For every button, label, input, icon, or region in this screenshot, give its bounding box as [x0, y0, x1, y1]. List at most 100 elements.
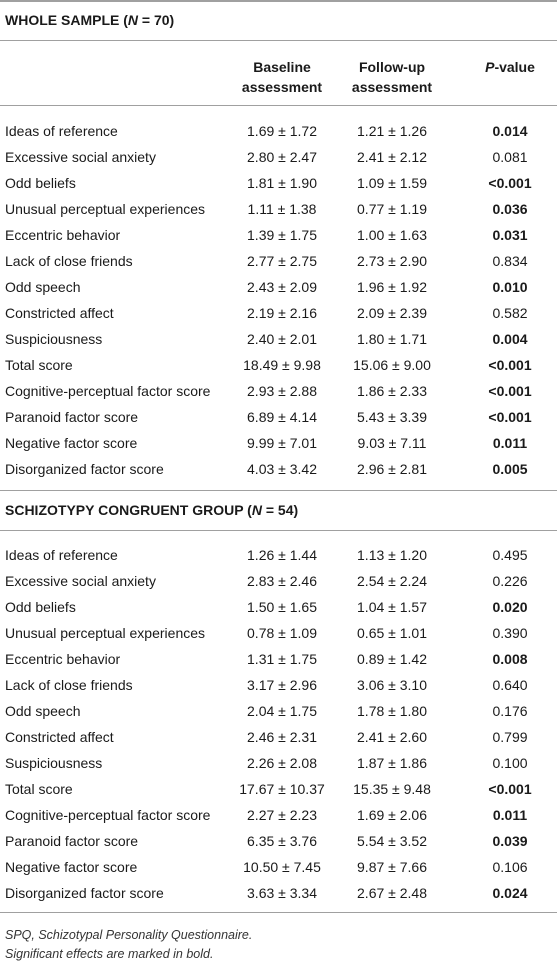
- row-label: Disorganized factor score: [5, 461, 164, 477]
- followup-cell: 1.04 ± 1.57: [357, 599, 427, 615]
- p-value-cell: 0.011: [492, 807, 528, 823]
- header-text: SCHIZOTYPY CONGRUENT GROUP (: [5, 502, 252, 518]
- baseline-cell: 2.27 ± 2.23: [247, 807, 317, 823]
- baseline-cell: 1.69 ± 1.72: [247, 123, 317, 139]
- followup-cell: 5.54 ± 3.52: [357, 833, 427, 849]
- row-label: Negative factor score: [5, 435, 138, 451]
- baseline-cell: 1.39 ± 1.75: [247, 227, 317, 243]
- column-header: assessment: [241, 79, 323, 95]
- baseline-cell: 2.83 ± 2.46: [247, 573, 317, 589]
- row-label: Odd speech: [5, 703, 81, 719]
- p-value-cell: 0.008: [492, 651, 528, 667]
- baseline-cell: 2.80 ± 2.47: [247, 149, 317, 165]
- p-value-cell: 0.582: [492, 305, 528, 321]
- p-value-cell: 0.176: [492, 703, 528, 719]
- baseline-cell: 1.81 ± 1.90: [247, 175, 317, 191]
- p-value-cell: 0.020: [492, 599, 528, 615]
- baseline-cell: 6.35 ± 3.76: [247, 833, 317, 849]
- p-value-cell: 0.031: [492, 227, 528, 243]
- p-value-cell: <0.001: [488, 383, 532, 399]
- row-label: Unusual perceptual experiences: [5, 201, 206, 217]
- p-value-cell: 0.005: [492, 461, 528, 477]
- p-value-cell: <0.001: [488, 175, 532, 191]
- column-header: Baseline: [253, 59, 311, 75]
- row-label: Constricted affect: [5, 729, 114, 745]
- p-value-cell: 0.640: [492, 677, 528, 693]
- row-label: Negative factor score: [5, 859, 138, 875]
- baseline-cell: 1.31 ± 1.75: [247, 651, 317, 667]
- header-italic: N: [127, 12, 139, 28]
- row-label: Ideas of reference: [5, 123, 118, 139]
- baseline-cell: 0.78 ± 1.09: [247, 625, 317, 641]
- baseline-cell: 2.43 ± 2.09: [247, 279, 317, 295]
- baseline-cell: 3.17 ± 2.96: [247, 677, 317, 693]
- section-header: WHOLE SAMPLE (N = 70): [5, 11, 174, 29]
- header-italic: P: [485, 59, 495, 75]
- baseline-cell: 2.26 ± 2.08: [247, 755, 317, 771]
- followup-cell: 1.13 ± 1.20: [357, 547, 427, 563]
- row-label: Unusual perceptual experiences: [5, 625, 206, 641]
- p-value-cell: 0.036: [492, 201, 528, 217]
- row-label: Total score: [5, 357, 73, 373]
- followup-cell: 2.67 ± 2.48: [357, 885, 427, 901]
- followup-cell: 1.87 ± 1.86: [357, 755, 427, 771]
- p-value-cell: 0.495: [492, 547, 528, 563]
- followup-cell: 9.03 ± 7.11: [357, 435, 427, 451]
- p-value-cell: <0.001: [488, 781, 532, 797]
- section-header: SCHIZOTYPY CONGRUENT GROUP (N = 54): [5, 501, 298, 519]
- column-header: P-value: [485, 58, 535, 76]
- row-label: Cognitive-perceptual factor score: [5, 383, 211, 399]
- baseline-cell: 6.89 ± 4.14: [247, 409, 317, 425]
- p-value-cell: 0.014: [492, 123, 528, 139]
- followup-cell: 15.35 ± 9.48: [353, 781, 431, 797]
- rule: [0, 912, 557, 913]
- row-label: Total score: [5, 781, 73, 797]
- followup-cell: 2.41 ± 2.12: [357, 149, 427, 165]
- footnote: SPQ, Schizotypal Personality Questionnai…: [5, 928, 253, 942]
- row-label: Ideas of reference: [5, 547, 118, 563]
- baseline-cell: 4.03 ± 3.42: [247, 461, 317, 477]
- p-value-cell: 0.834: [492, 253, 528, 269]
- row-label: Paranoid factor score: [5, 409, 139, 425]
- column-header: assessment: [351, 79, 433, 95]
- row-label: Excessive social anxiety: [5, 149, 156, 165]
- baseline-cell: 9.99 ± 7.01: [247, 435, 317, 451]
- p-value-cell: 0.226: [492, 573, 528, 589]
- header-text: = 54): [261, 502, 299, 518]
- header-italic: N: [251, 502, 262, 518]
- followup-cell: 0.89 ± 1.42: [357, 651, 427, 667]
- followup-cell: 1.86 ± 2.33: [357, 383, 427, 399]
- row-label: Disorganized factor score: [5, 885, 164, 901]
- followup-cell: 1.80 ± 1.71: [357, 331, 427, 347]
- followup-cell: 0.65 ± 1.01: [357, 625, 427, 641]
- baseline-cell: 2.04 ± 1.75: [247, 703, 317, 719]
- p-value-cell: 0.100: [492, 755, 528, 771]
- row-label: Suspiciousness: [5, 331, 103, 347]
- followup-cell: 1.69 ± 2.06: [357, 807, 427, 823]
- row-label: Odd beliefs: [5, 175, 76, 191]
- row-label: Odd speech: [5, 279, 81, 295]
- p-value-cell: 0.081: [492, 149, 528, 165]
- baseline-cell: 10.50 ± 7.45: [243, 859, 321, 875]
- row-label: Lack of close friends: [5, 253, 133, 269]
- baseline-cell: 18.49 ± 9.98: [243, 357, 321, 373]
- baseline-cell: 1.11 ± 1.38: [247, 201, 317, 217]
- row-label: Excessive social anxiety: [5, 573, 156, 589]
- baseline-cell: 2.19 ± 2.16: [247, 305, 317, 321]
- followup-cell: 2.41 ± 2.60: [357, 729, 427, 745]
- baseline-cell: 1.50 ± 1.65: [247, 599, 317, 615]
- p-value-cell: 0.011: [492, 435, 528, 451]
- rule: [0, 40, 557, 41]
- rule: [0, 105, 557, 106]
- followup-cell: 1.00 ± 1.63: [357, 227, 427, 243]
- followup-cell: 1.21 ± 1.26: [357, 123, 427, 139]
- row-label: Paranoid factor score: [5, 833, 139, 849]
- p-value-cell: 0.390: [492, 625, 528, 641]
- baseline-cell: 2.77 ± 2.75: [247, 253, 317, 269]
- followup-cell: 3.06 ± 3.10: [357, 677, 427, 693]
- followup-cell: 2.09 ± 2.39: [357, 305, 427, 321]
- p-value-cell: 0.799: [492, 729, 528, 745]
- p-value-cell: 0.039: [492, 833, 528, 849]
- row-label: Lack of close friends: [5, 677, 133, 693]
